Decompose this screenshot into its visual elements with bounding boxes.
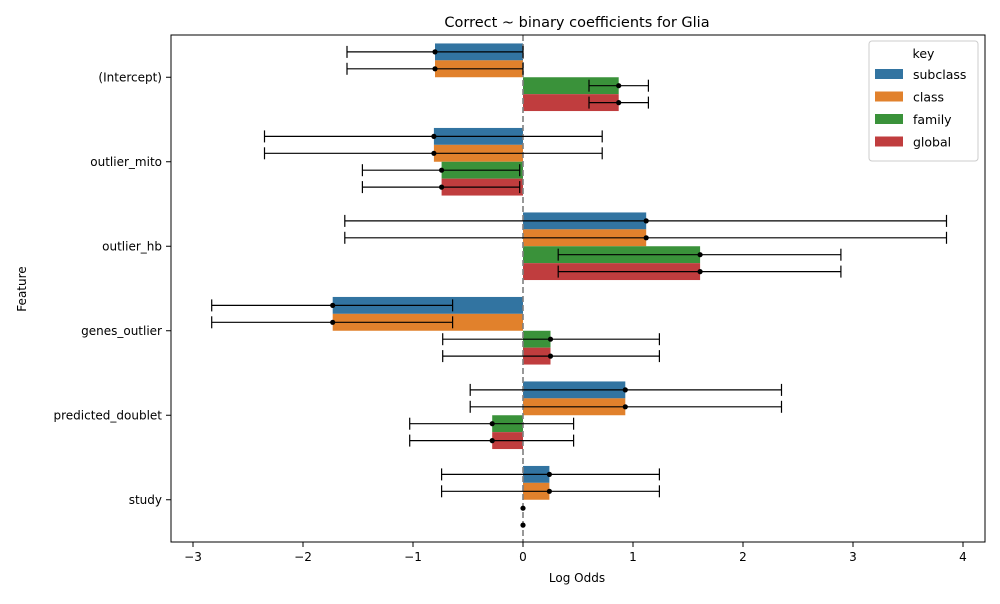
point-global-Intercept (616, 100, 622, 106)
x-tick-label: 4 (959, 550, 967, 564)
y-tick-label: study (129, 493, 162, 507)
point-family-genes_outlier (547, 336, 554, 342)
point-family-outlier_hb (697, 252, 703, 258)
x-tick-label: 1 (629, 550, 637, 564)
point-subclass-outlier_mito (431, 133, 437, 139)
y-tick-label: (Intercept) (98, 70, 162, 84)
point-global-study (520, 522, 526, 528)
x-tick-label: 0 (519, 550, 527, 564)
plot-frame (170, 34, 986, 543)
x-axis: −3 −2 −1 0 1 2 3 4 (184, 542, 967, 564)
point-subclass-Intercept (432, 49, 438, 55)
point-global-outlier_mito (439, 184, 445, 190)
legend-swatch-class (875, 91, 903, 102)
x-tick-label: −3 (184, 550, 202, 564)
legend: key subclass class family global (868, 40, 979, 162)
bar-global-Intercept (523, 94, 619, 112)
legend-swatch-subclass (875, 69, 903, 79)
legend-title: key (913, 46, 935, 61)
point-subclass-outlier_hb (643, 218, 649, 224)
point-class-outlier_mito (431, 150, 437, 156)
y-axis-title: Feature (15, 266, 29, 311)
chart-title: Correct ~ binary coefficients for Glia (444, 15, 709, 31)
point-class-study (546, 488, 553, 494)
y-tick-label: outlier_mito (90, 155, 162, 169)
legend-label-class: class (913, 90, 944, 105)
legend-label-subclass: subclass (913, 67, 966, 82)
point-family-Intercept (616, 83, 622, 89)
x-tick-label: 2 (739, 550, 747, 564)
y-tick-label: outlier_hb (102, 239, 162, 253)
point-subclass-study (546, 471, 553, 477)
point-class-predicted_doublet (622, 404, 628, 410)
legend-label-family: family (913, 112, 952, 127)
point-global-genes_outlier (547, 353, 554, 359)
point-global-outlier_hb (697, 269, 703, 275)
point-class-Intercept (432, 66, 438, 72)
y-tick-label: predicted_doublet (53, 408, 162, 422)
x-tick-label: 3 (849, 550, 857, 564)
point-family-predicted_doublet (489, 421, 495, 427)
point-class-genes_outlier (330, 319, 336, 325)
point-subclass-genes_outlier (330, 302, 336, 308)
legend-swatch-family (875, 114, 903, 124)
bar-family-Intercept (523, 77, 619, 95)
x-tick-label: −1 (404, 550, 422, 564)
point-subclass-predicted_doublet (622, 387, 628, 393)
point-class-outlier_hb (643, 235, 649, 241)
plot-area (211, 35, 948, 542)
x-tick-label: −2 (294, 550, 312, 564)
point-family-study (520, 505, 526, 511)
y-tick-label: genes_outlier (81, 324, 162, 338)
legend-swatch-global (875, 136, 903, 147)
point-global-predicted_doublet (489, 438, 495, 444)
legend-label-global: global (913, 135, 951, 150)
y-axis: (Intercept) outlier_mito outlier_hb genes_o… (53, 70, 171, 507)
x-axis-title: Log Odds (549, 571, 605, 585)
point-family-outlier_mito (439, 167, 445, 173)
